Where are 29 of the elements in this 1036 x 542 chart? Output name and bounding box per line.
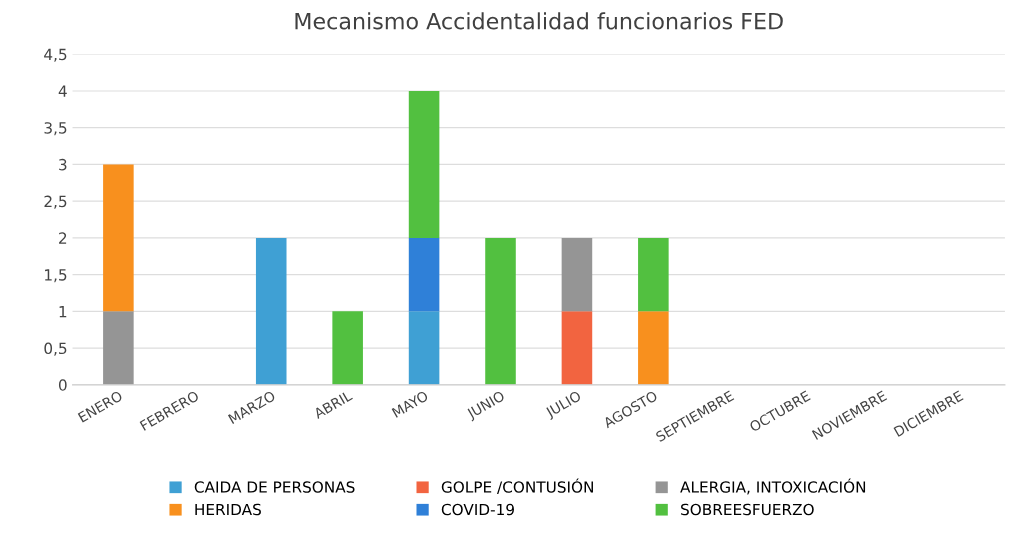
bar (255, 237, 287, 385)
chart-title: Mecanismo Accidentalidad funcionarios FED (295, 12, 783, 30)
legend-label: CAIDA DE PERSONAS (194, 481, 355, 493)
bar (332, 311, 363, 385)
y-tick-label: 3 (59, 158, 67, 171)
legend-label: ALERGIA, INTOXICACIÓN (680, 478, 866, 495)
y-tick-label: 1,5 (45, 269, 67, 283)
bar (103, 311, 134, 385)
legend-label: HERIDAS (195, 503, 261, 516)
y-tick-label: 0 (58, 379, 67, 391)
bar (638, 311, 669, 385)
bar (485, 237, 516, 385)
y-tick-label: 4 (58, 85, 67, 97)
bar (561, 311, 593, 385)
legend-label: SOBREESFUERZO (681, 503, 814, 516)
bar (638, 237, 669, 312)
bar (408, 311, 440, 385)
bar (408, 237, 440, 312)
y-tick-label: 2 (59, 232, 67, 244)
legend-label: COVID-19 (441, 503, 514, 516)
bar (561, 237, 593, 312)
bar (103, 164, 134, 312)
bar (408, 90, 440, 238)
y-tick-label: 4,5 (44, 48, 67, 62)
y-tick-label: 1 (59, 306, 67, 318)
y-tick-label: 3,5 (44, 122, 67, 136)
legend-label: GOLPE /CONTUSIÓN (441, 478, 593, 495)
y-tick-label: 0,5 (44, 342, 67, 356)
y-tick-label: 2,5 (44, 195, 67, 209)
